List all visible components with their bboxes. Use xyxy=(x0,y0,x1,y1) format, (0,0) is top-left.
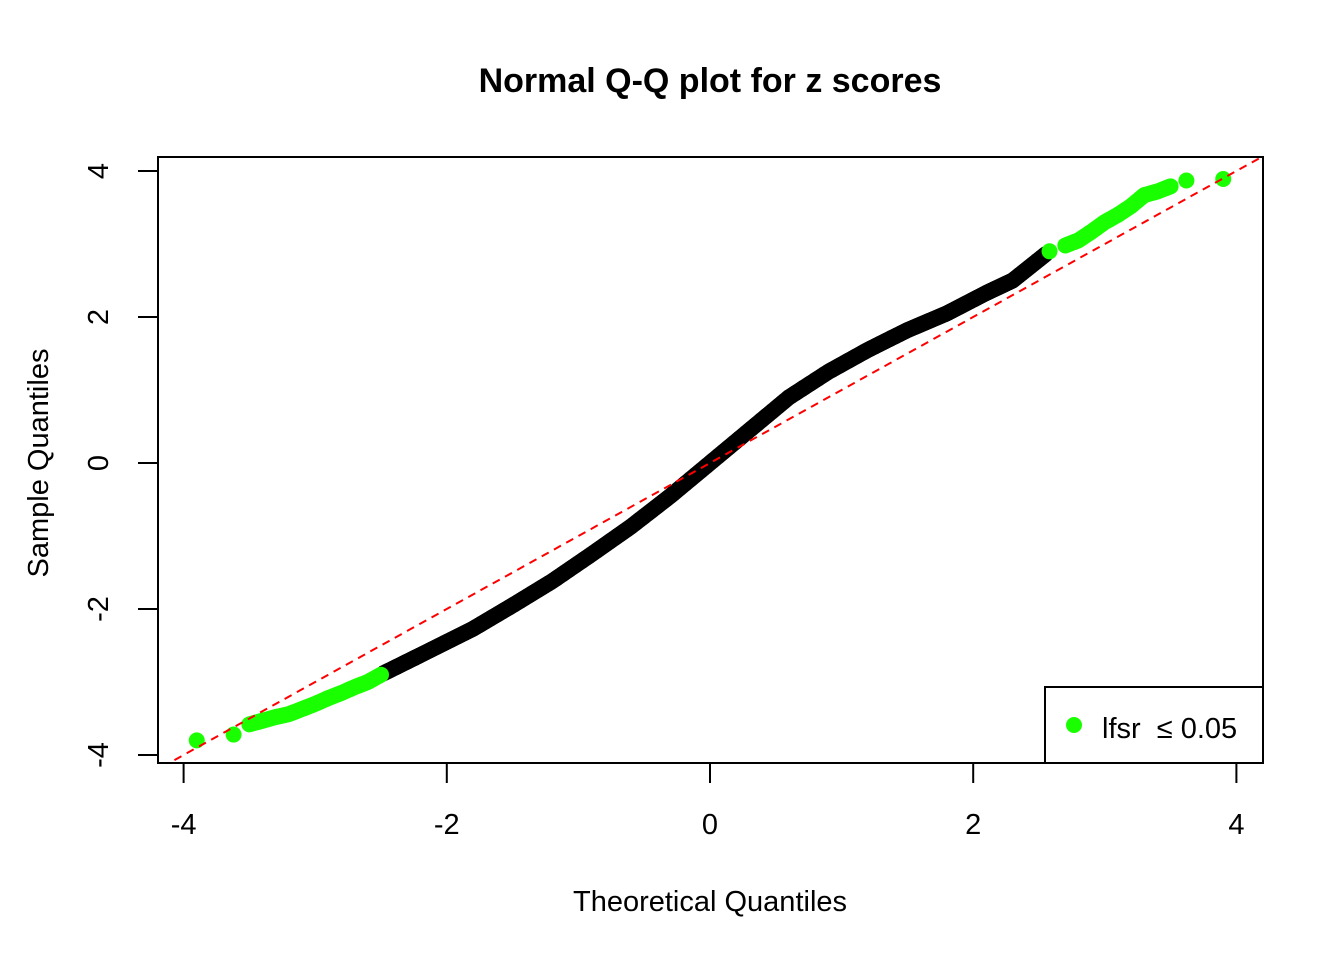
x-tick-label: 2 xyxy=(965,809,981,841)
chart-title: Normal Q-Q plot for z scores xyxy=(479,62,942,100)
y-tick-label: 0 xyxy=(83,455,115,471)
x-tick-label: 0 xyxy=(702,809,718,841)
legend-label: lfsr ≤ 0.05 xyxy=(1102,713,1237,745)
x-tick-label: 4 xyxy=(1228,809,1244,841)
x-tick-label: -2 xyxy=(434,809,460,841)
y-axis-label: Sample Quantiles xyxy=(23,349,55,578)
data-point xyxy=(225,726,242,743)
data-point xyxy=(1162,178,1179,195)
legend-marker xyxy=(1066,717,1082,733)
y-tick-label: -4 xyxy=(83,742,115,768)
data-point xyxy=(1215,171,1232,188)
legend: lfsr ≤ 0.05 xyxy=(1044,686,1264,764)
y-tick-label: 2 xyxy=(83,309,115,325)
data-point xyxy=(1041,243,1058,260)
data-point xyxy=(1178,172,1195,189)
data-point xyxy=(373,666,389,683)
x-axis-label: Theoretical Quantiles xyxy=(573,886,847,918)
y-tick-label: -2 xyxy=(83,596,115,622)
data-point xyxy=(188,732,205,749)
y-tick-label: 4 xyxy=(83,163,115,179)
x-tick-label: -4 xyxy=(171,809,197,841)
